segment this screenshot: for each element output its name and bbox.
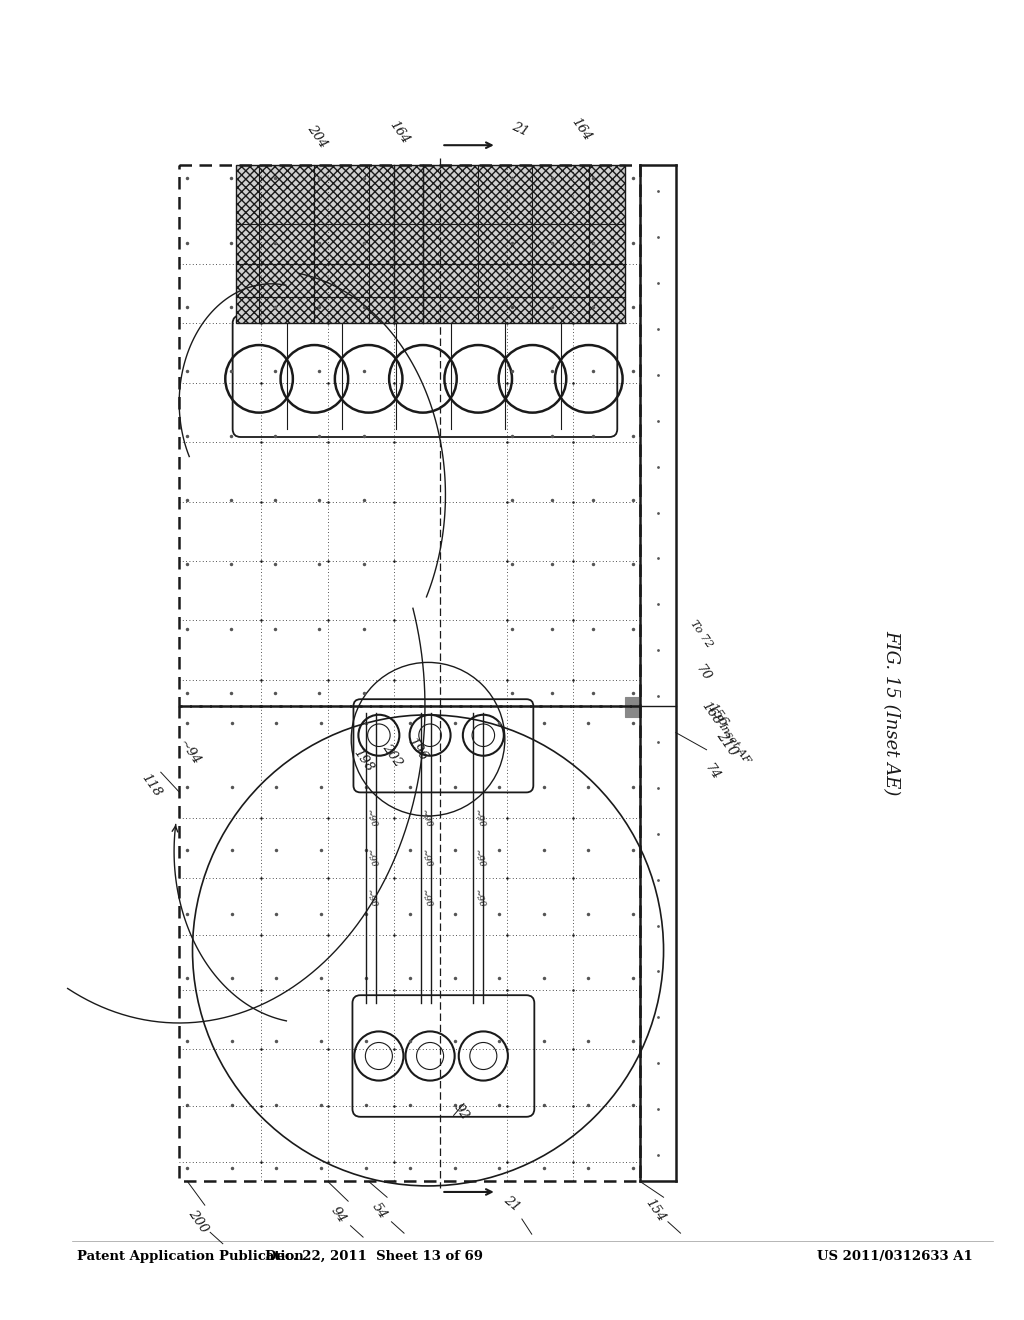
Text: ~90: ~90 <box>471 887 485 908</box>
Text: FIG. 15 (Inset AE): FIG. 15 (Inset AE) <box>882 630 900 796</box>
Text: 74: 74 <box>701 762 722 783</box>
Text: 196: 196 <box>404 735 429 764</box>
Bar <box>625 697 640 717</box>
Text: 118: 118 <box>139 771 164 800</box>
Text: 154: 154 <box>643 1196 668 1225</box>
Text: 156: 156 <box>705 701 729 730</box>
Text: ~90: ~90 <box>471 847 485 869</box>
Text: ~90: ~90 <box>419 887 433 908</box>
Text: US 2011/0312633 A1: US 2011/0312633 A1 <box>817 1250 973 1263</box>
Text: ~90: ~90 <box>364 808 378 829</box>
Text: ~90: ~90 <box>471 808 485 829</box>
Text: Dec. 22, 2011  Sheet 13 of 69: Dec. 22, 2011 Sheet 13 of 69 <box>265 1250 482 1263</box>
Text: 210: 210 <box>714 729 740 758</box>
Text: 168: 168 <box>698 698 723 727</box>
Text: 198: 198 <box>351 746 376 775</box>
Text: 202: 202 <box>380 741 404 770</box>
Text: ~94: ~94 <box>176 738 203 767</box>
Text: 94: 94 <box>328 1204 348 1225</box>
Text: ~90: ~90 <box>364 847 378 869</box>
Text: ~90: ~90 <box>419 808 433 829</box>
Text: ~90: ~90 <box>364 887 378 908</box>
Text: 204: 204 <box>305 121 330 150</box>
Text: 70: 70 <box>693 663 714 684</box>
Bar <box>236 165 625 323</box>
Text: Patent Application Publication: Patent Application Publication <box>77 1250 303 1263</box>
Text: 92: 92 <box>451 1101 471 1122</box>
Text: 54: 54 <box>369 1200 389 1221</box>
Text: 164: 164 <box>569 115 594 144</box>
Text: To 72: To 72 <box>688 618 714 649</box>
Text: 21: 21 <box>510 120 530 139</box>
Text: ~90: ~90 <box>419 847 433 869</box>
Text: 200: 200 <box>185 1206 210 1236</box>
Text: 164: 164 <box>387 117 412 147</box>
Text: Inset AF: Inset AF <box>717 721 753 766</box>
Text: 21: 21 <box>502 1193 522 1214</box>
